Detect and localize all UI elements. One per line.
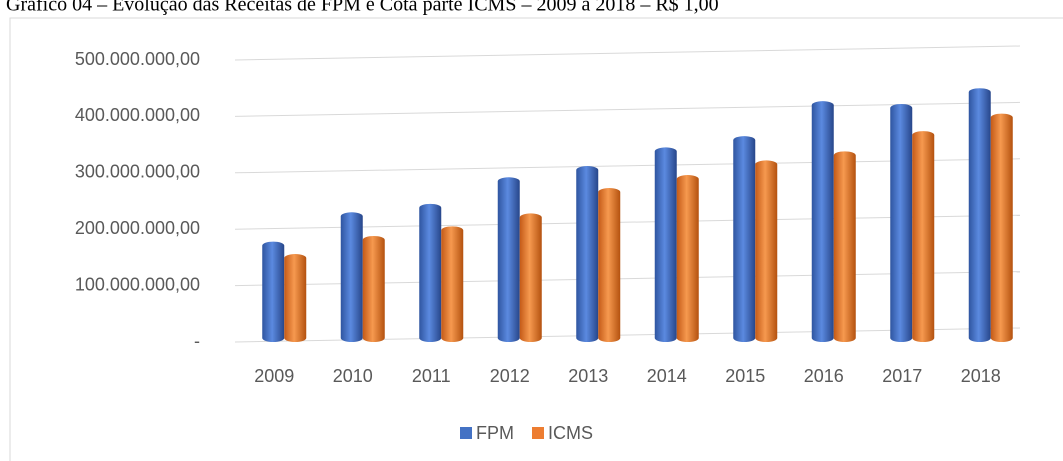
bar — [833, 151, 856, 342]
chart-title: Gráfico 04 – Evolução das Receitas de FP… — [6, 0, 719, 16]
bar — [441, 226, 464, 342]
y-tick-label: 400.000.000,00 — [75, 105, 200, 125]
bar — [419, 203, 442, 342]
y-tick-label: 300.000.000,00 — [75, 162, 200, 182]
x-tick-label: 2013 — [568, 366, 608, 386]
bar — [654, 147, 677, 342]
x-tick-label: 2014 — [647, 366, 687, 386]
x-tick-label: 2017 — [882, 366, 922, 386]
grid-line — [234, 101, 1021, 117]
legend-swatch — [460, 427, 472, 439]
grid-line — [234, 214, 1021, 230]
legend-label: FPM — [476, 423, 514, 443]
bar — [968, 88, 991, 342]
x-tick-label: 2015 — [725, 366, 765, 386]
y-tick-label: 200.000.000,00 — [75, 218, 200, 238]
y-tick-label: 500.000.000,00 — [75, 49, 200, 69]
legend-label: ICMS — [548, 423, 593, 443]
bar — [362, 235, 385, 342]
legend-swatch — [532, 427, 544, 439]
bar — [497, 177, 520, 342]
bar — [519, 213, 542, 342]
x-tick-label: 2010 — [333, 366, 373, 386]
bar — [262, 241, 285, 342]
bar — [755, 160, 778, 342]
bar — [598, 188, 621, 342]
bar — [811, 101, 834, 342]
bar — [990, 113, 1013, 342]
x-tick-label: 2011 — [412, 366, 451, 386]
grid-line — [234, 45, 1021, 61]
bar — [676, 175, 699, 342]
x-tick-label: 2012 — [490, 366, 530, 386]
y-tick-label: 100.000.000,00 — [75, 274, 200, 294]
y-tick-label: - — [194, 331, 200, 351]
bar — [733, 136, 756, 342]
x-tick-label: 2018 — [961, 366, 1001, 386]
bar — [576, 166, 599, 342]
chart-frame — [9, 17, 1063, 461]
bar — [912, 131, 935, 342]
grid-line — [234, 158, 1021, 174]
x-tick-label: 2009 — [254, 366, 294, 386]
x-tick-label: 2016 — [804, 366, 844, 386]
bar — [890, 103, 913, 342]
bar — [284, 254, 307, 342]
bar — [340, 212, 363, 342]
